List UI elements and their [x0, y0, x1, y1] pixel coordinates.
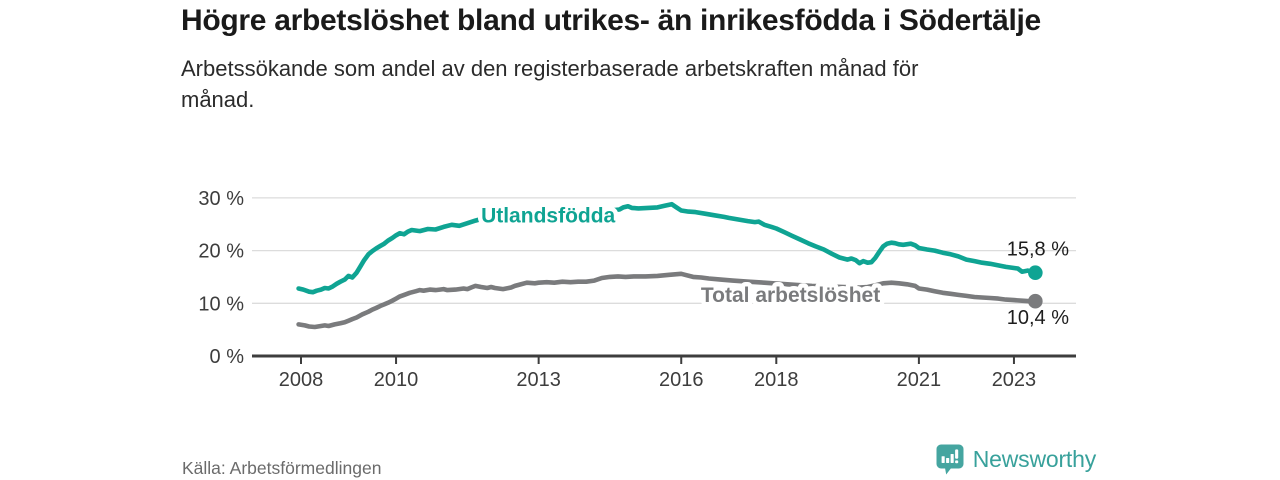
- newsworthy-logo-text: Newsworthy: [972, 446, 1096, 472]
- series-end-dot: [1028, 265, 1043, 281]
- y-tick-label: 30 %: [198, 188, 244, 210]
- newsworthy-logo[interactable]: Newsworthy: [936, 444, 1096, 475]
- x-tick-label: 2023: [992, 369, 1037, 391]
- source-note: Källa: Arbetsförmedlingen: [182, 458, 382, 478]
- series-inline-label: Utlandsfödda: [481, 204, 615, 227]
- chart-header: Högre arbetslöshet bland utrikes- än inr…: [181, 2, 1061, 115]
- chart-subtitle: Arbetssökande som andel av den registerb…: [181, 56, 919, 112]
- x-tick-label: 2013: [516, 369, 561, 391]
- x-tick-label: 2021: [897, 369, 942, 391]
- y-tick-label: 10 %: [198, 293, 244, 315]
- series-end-value-label: 15,8 %: [1007, 239, 1069, 261]
- series-end-value-label: 10,4 %: [1007, 307, 1069, 329]
- x-tick-label: 2018: [754, 369, 799, 391]
- page-title: Högre arbetslöshet bland utrikes- än inr…: [181, 4, 1041, 37]
- series-line: [296, 271, 1038, 330]
- x-tick-label: 2016: [659, 369, 704, 391]
- y-tick-label: 0 %: [210, 346, 245, 368]
- y-tick-label: 20 %: [198, 241, 244, 263]
- x-tick-label: 2008: [279, 369, 324, 391]
- series-end-dot: [1028, 293, 1043, 309]
- series-line: [296, 201, 1038, 295]
- newsworthy-logo-icon: [936, 444, 964, 475]
- series-inline-label: Total arbetslöshet: [701, 284, 880, 307]
- x-tick-label: 2010: [374, 369, 419, 391]
